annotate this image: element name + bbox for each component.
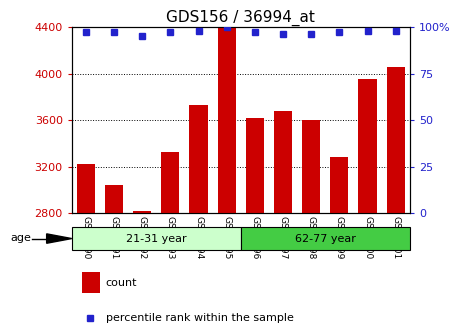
Bar (330, 157, 349, 336)
Bar (72, 227, 241, 250)
Polygon shape (47, 234, 72, 243)
Bar (302, 120, 320, 336)
Bar (358, 79, 377, 336)
Text: percentile rank within the sample: percentile rank within the sample (106, 312, 294, 323)
Bar (387, 67, 405, 336)
Bar (161, 152, 180, 336)
Bar (133, 211, 151, 336)
Bar (82, 272, 100, 293)
Bar (77, 164, 95, 336)
Bar (218, 28, 236, 336)
Bar (241, 227, 410, 250)
Bar (246, 118, 264, 336)
Text: age: age (11, 233, 31, 243)
Text: 21-31 year: 21-31 year (126, 234, 187, 244)
Bar (274, 111, 292, 336)
Text: 62-77 year: 62-77 year (295, 234, 356, 244)
Text: count: count (106, 278, 137, 288)
Title: GDS156 / 36994_at: GDS156 / 36994_at (166, 9, 315, 26)
Bar (189, 105, 208, 336)
Bar (105, 185, 123, 336)
